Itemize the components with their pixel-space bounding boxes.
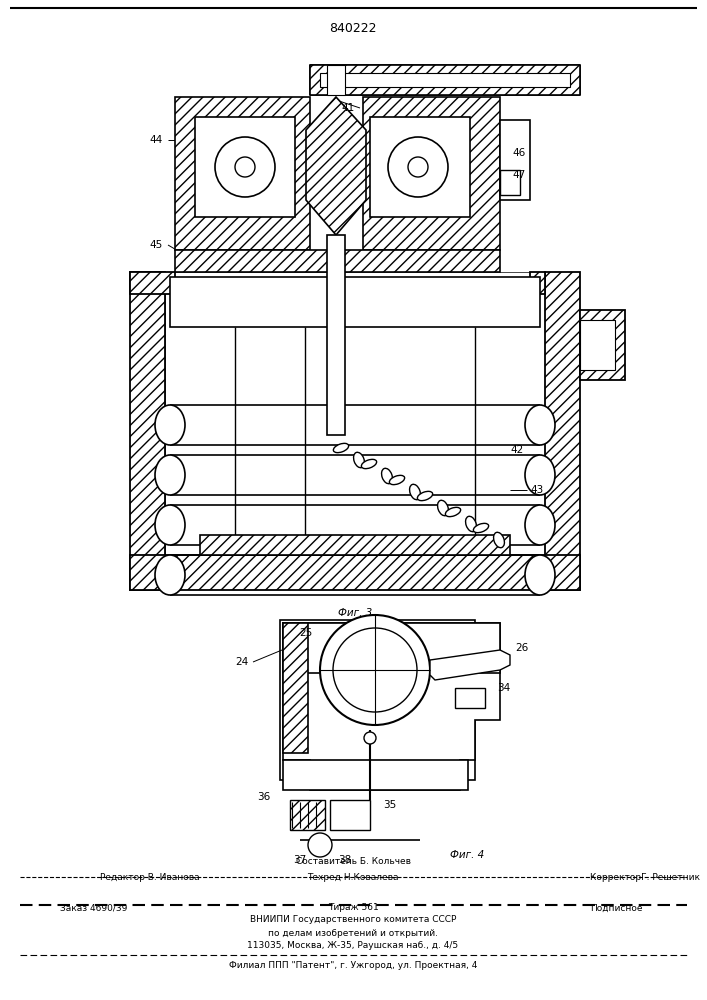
Bar <box>330 800 370 830</box>
Ellipse shape <box>334 443 349 453</box>
Text: 43: 43 <box>530 485 543 495</box>
Ellipse shape <box>438 500 448 516</box>
Bar <box>580 310 625 380</box>
Text: 34: 34 <box>497 683 510 693</box>
Text: Фиг. 3: Фиг. 3 <box>338 608 372 618</box>
Bar <box>363 97 500 250</box>
Bar <box>165 272 545 555</box>
Text: 47: 47 <box>512 170 525 180</box>
Text: Техред Н.Ковалева: Техред Н.Ковалева <box>308 874 399 882</box>
Bar <box>175 97 310 250</box>
Bar <box>329 237 343 433</box>
Bar <box>200 535 510 555</box>
Text: 37: 37 <box>293 855 307 865</box>
Text: 42: 42 <box>510 445 523 455</box>
Circle shape <box>408 157 428 177</box>
Ellipse shape <box>474 523 489 533</box>
Polygon shape <box>306 97 366 235</box>
Text: Заказ 4690/39: Заказ 4690/39 <box>60 904 127 912</box>
Bar <box>310 65 580 95</box>
Text: Составитель Б. Кольчев: Составитель Б. Кольчев <box>296 857 411 866</box>
Ellipse shape <box>466 516 477 532</box>
Text: Филиал ППП "Патент", г. Ужгород, ул. Проектная, 4: Филиал ППП "Патент", г. Ужгород, ул. Про… <box>229 960 477 970</box>
Bar <box>175 250 500 272</box>
Text: Фиг. 4: Фиг. 4 <box>450 850 484 860</box>
Ellipse shape <box>382 468 392 484</box>
Text: 26: 26 <box>515 643 528 653</box>
Ellipse shape <box>525 505 555 545</box>
Bar <box>195 117 295 217</box>
Bar <box>283 760 468 790</box>
Polygon shape <box>430 650 510 680</box>
Ellipse shape <box>525 455 555 495</box>
Text: 113035, Москва, Ж-35, Раушская наб., д. 4/5: 113035, Москва, Ж-35, Раушская наб., д. … <box>247 942 459 950</box>
Bar <box>280 620 475 780</box>
Text: 36: 36 <box>257 792 270 802</box>
Bar <box>170 277 540 327</box>
Bar <box>327 65 345 95</box>
Circle shape <box>215 137 275 197</box>
Polygon shape <box>283 623 500 790</box>
Ellipse shape <box>493 532 504 548</box>
Bar <box>370 117 470 217</box>
Circle shape <box>320 615 430 725</box>
Bar <box>500 120 530 200</box>
Ellipse shape <box>155 405 185 445</box>
Text: Подписное: Подписное <box>590 904 643 912</box>
Bar <box>545 272 580 590</box>
Text: 45: 45 <box>150 240 163 250</box>
Bar <box>327 235 345 435</box>
Ellipse shape <box>361 459 377 469</box>
Text: по делам изобретений и открытий.: по делам изобретений и открытий. <box>268 928 438 938</box>
Bar <box>290 800 325 830</box>
Circle shape <box>308 833 332 857</box>
Ellipse shape <box>155 455 185 495</box>
Text: 41: 41 <box>341 103 355 113</box>
Circle shape <box>333 628 417 712</box>
Ellipse shape <box>445 507 461 517</box>
Circle shape <box>235 157 255 177</box>
Text: 35: 35 <box>383 800 396 810</box>
Text: Тираж 561: Тираж 561 <box>327 904 378 912</box>
Bar <box>500 170 520 195</box>
Bar <box>530 272 545 294</box>
Bar <box>580 320 615 370</box>
Bar <box>283 623 308 753</box>
Bar <box>455 688 485 708</box>
Ellipse shape <box>155 505 185 545</box>
Text: 840222: 840222 <box>329 21 377 34</box>
Circle shape <box>364 732 376 744</box>
Ellipse shape <box>417 491 433 501</box>
Text: ВНИИПИ Государственного комитета СССР: ВНИИПИ Государственного комитета СССР <box>250 916 456 924</box>
Bar <box>130 272 175 294</box>
Bar <box>130 555 580 590</box>
Bar <box>283 623 500 673</box>
Bar <box>320 73 570 87</box>
Ellipse shape <box>525 555 555 595</box>
Text: Редактор В. Иванова: Редактор В. Иванова <box>100 874 199 882</box>
Text: КорректорГ. Решетник: КорректорГ. Решетник <box>590 874 700 882</box>
Text: 44: 44 <box>150 135 163 145</box>
Text: 46: 46 <box>512 148 525 158</box>
Ellipse shape <box>390 475 404 485</box>
Text: 25: 25 <box>300 628 313 638</box>
Circle shape <box>388 137 448 197</box>
Ellipse shape <box>409 484 421 500</box>
Ellipse shape <box>155 555 185 595</box>
Bar <box>130 272 165 590</box>
Text: 38: 38 <box>339 855 351 865</box>
Ellipse shape <box>525 405 555 445</box>
Text: 24: 24 <box>235 657 248 667</box>
Ellipse shape <box>354 452 364 468</box>
